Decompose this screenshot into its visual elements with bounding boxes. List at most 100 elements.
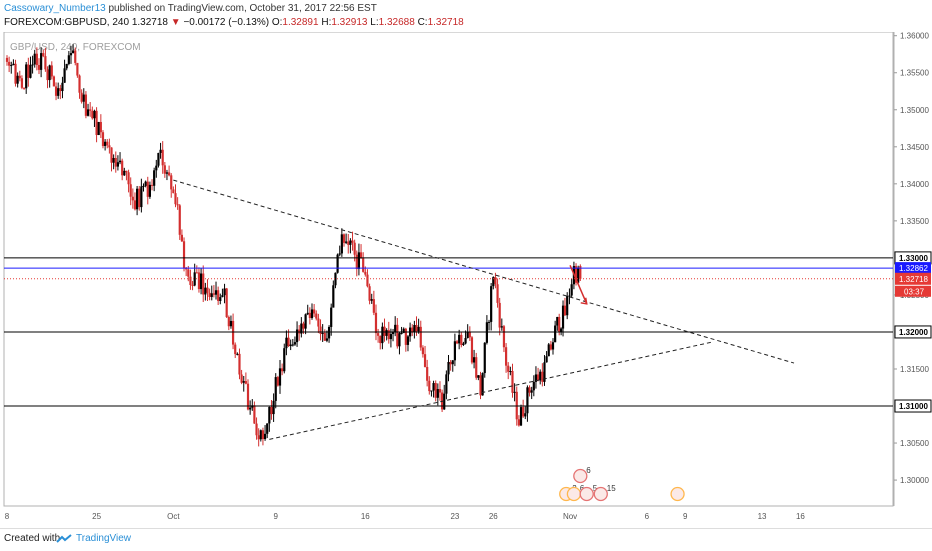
candle-down <box>426 366 429 381</box>
candle-down <box>364 271 367 275</box>
level-price-box <box>894 399 932 413</box>
candle-down <box>522 407 525 417</box>
candle-up <box>285 337 288 349</box>
x-tick-label: 16 <box>361 512 370 521</box>
candle-down <box>255 423 258 436</box>
candle-up <box>144 181 147 186</box>
candle-down <box>342 234 346 243</box>
candle-down <box>498 302 501 328</box>
candle-up <box>193 272 196 286</box>
candle-down <box>114 158 117 167</box>
event-marker <box>566 486 582 502</box>
candle-down <box>167 172 171 176</box>
candle-up <box>539 371 542 381</box>
event-marker <box>579 486 594 502</box>
candle-down <box>146 181 149 197</box>
candle-up <box>283 348 286 372</box>
high-label: H: <box>321 17 332 28</box>
candle-up <box>334 272 337 286</box>
candle-down <box>387 330 390 340</box>
candle-down <box>180 234 183 242</box>
candle-down <box>110 147 113 163</box>
candle-down <box>549 344 552 350</box>
y-tick-label: 1.34500 <box>900 143 929 152</box>
candle-up <box>148 184 152 197</box>
candle-up <box>199 273 203 290</box>
candle-up <box>104 141 107 146</box>
candle-up <box>391 332 395 335</box>
blue-level-label: 1.32862 <box>899 264 928 273</box>
candle-down <box>558 316 561 333</box>
ohlc-legend: FOREXCOM:GBPUSD, 240 1.32718 ▼ −0.00172 … <box>4 17 464 28</box>
candle-down <box>353 242 356 255</box>
x-tick-label: Nov <box>563 512 577 521</box>
x-tick-label: 9 <box>274 512 279 521</box>
candle-up <box>389 334 393 340</box>
x-tick-label: 6 <box>645 512 650 521</box>
candle-down <box>313 309 316 314</box>
candle-down <box>54 86 58 96</box>
candle-down <box>197 272 201 290</box>
y-tick-label: 1.31500 <box>900 365 929 374</box>
candle-down <box>59 88 62 92</box>
trendline <box>173 179 795 364</box>
candle-up <box>306 312 309 315</box>
candle-down <box>129 184 132 197</box>
created-with-label: Created with <box>4 533 61 544</box>
candle-up <box>300 323 303 334</box>
candle-up <box>406 336 410 345</box>
candle-up <box>159 149 162 153</box>
candle-up <box>349 240 352 245</box>
candle-down <box>189 276 192 285</box>
candle-down <box>541 371 544 382</box>
candle-up <box>447 361 450 375</box>
candle-up <box>48 65 51 81</box>
y-tick-label: 1.35500 <box>900 69 929 78</box>
candle-up <box>577 267 580 283</box>
low-value: 1.32688 <box>378 17 415 28</box>
candle-up <box>466 332 469 338</box>
candle-down <box>428 380 431 392</box>
candle-up <box>63 68 66 83</box>
candle-down <box>475 357 478 378</box>
candle-down <box>225 288 228 318</box>
candle-up <box>566 296 569 316</box>
candle-up <box>25 64 28 89</box>
last-price-box <box>895 272 931 285</box>
candle-up <box>556 316 559 326</box>
candle-up <box>524 413 527 417</box>
symbol-label: FOREXCOM:GBPUSD, 240 <box>4 17 130 28</box>
candle-down <box>372 299 375 313</box>
tradingview-brand[interactable]: TradingView <box>76 533 132 544</box>
candle-up <box>547 344 550 357</box>
price-chart[interactable]: GBP/USD, 240, FOREXCOM1.360001.355001.35… <box>0 32 932 528</box>
open-value: 1.32891 <box>282 17 319 28</box>
change-label: −0.00172 (−0.13%) <box>183 17 270 28</box>
candle-up <box>293 342 297 345</box>
candle-down <box>14 63 17 84</box>
candle-up <box>72 50 75 54</box>
candle-up <box>40 53 43 70</box>
candle-up <box>65 63 68 69</box>
candle-down <box>504 347 508 366</box>
candle-down <box>150 184 154 186</box>
last-price-label: 1.32718 <box>131 17 168 28</box>
candle-down <box>212 293 215 295</box>
candle-up <box>385 330 388 336</box>
candle-down <box>22 87 26 89</box>
event-count: 15 <box>607 484 616 493</box>
candle-down <box>359 252 363 259</box>
candle-down <box>302 323 305 329</box>
candle-down <box>517 419 520 426</box>
candle-down <box>377 333 380 336</box>
candle-up <box>223 288 226 296</box>
candle-down <box>238 353 241 375</box>
candle-up <box>118 160 122 163</box>
candle-down <box>127 172 130 185</box>
candle-up <box>464 337 467 344</box>
candle-down <box>323 332 326 341</box>
candle-up <box>140 186 143 208</box>
author-link[interactable]: Cassowary_Number13 <box>4 3 106 14</box>
candle-up <box>340 234 343 254</box>
candle-up <box>29 65 32 78</box>
